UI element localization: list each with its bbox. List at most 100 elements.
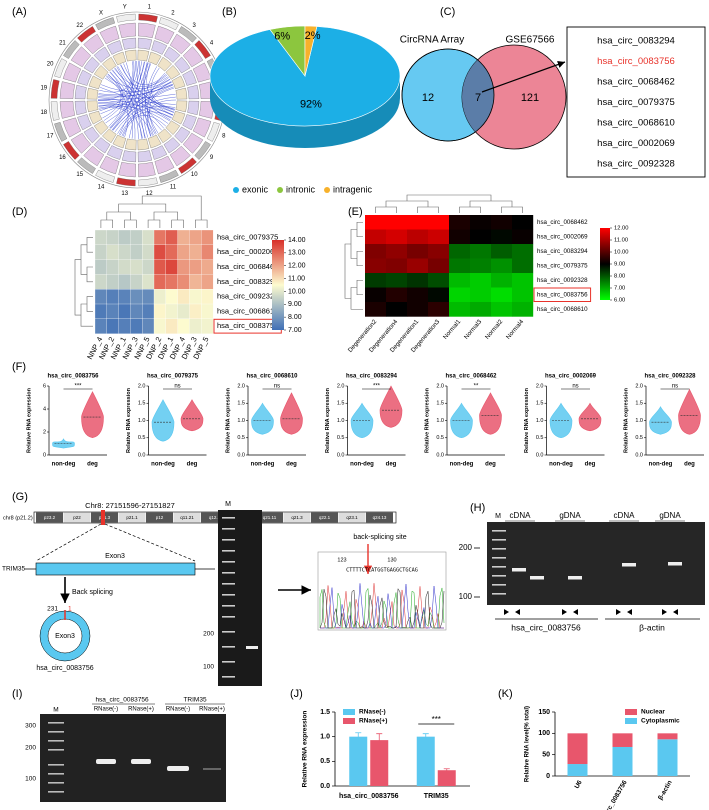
- circos-link: [111, 70, 174, 113]
- panel-label: (F): [12, 361, 26, 373]
- circos-segment: [157, 57, 172, 72]
- circos-link: [98, 84, 173, 97]
- circos-segment: [137, 37, 153, 50]
- circrna-label: hsa_circ_0083756: [36, 665, 93, 672]
- circos-segment: [95, 169, 115, 183]
- lane-label: RNase(-): [166, 707, 190, 713]
- legend-swatch: [625, 709, 637, 715]
- circos-segment: [174, 56, 191, 74]
- colorbar-label: 11.00: [614, 238, 628, 244]
- heatmap-cell: [106, 303, 119, 320]
- heatmap-cell: [201, 318, 214, 334]
- circos-link: [105, 81, 172, 124]
- circos-segment: [106, 145, 123, 160]
- y-tick-label: 2.0: [436, 383, 444, 389]
- heatmap-cell: [118, 289, 131, 305]
- x-tick-label: non-deg: [151, 462, 175, 468]
- heatmap-cell: [449, 302, 471, 317]
- heatmap-cell: [94, 259, 108, 275]
- heatmap-cell: [142, 244, 155, 260]
- bar: [437, 770, 456, 786]
- dendrogram: [501, 206, 523, 213]
- heatmap-cell: [130, 303, 143, 320]
- circos-link: [112, 84, 174, 131]
- y-axis-label: Relative RNA expression: [325, 387, 331, 453]
- marker-label: 100: [459, 592, 473, 601]
- colorbar-label: 6.00: [614, 298, 625, 304]
- panel-label: (I): [12, 688, 22, 700]
- heatmap-cell: [512, 302, 534, 317]
- dendrogram: [459, 206, 481, 213]
- heatmap-cell: [470, 273, 492, 288]
- primer-icon: [504, 609, 520, 615]
- circos-segment: [62, 117, 82, 138]
- circos-segment: [121, 37, 137, 50]
- ladder-band: [492, 548, 506, 550]
- panel-label: (A): [12, 6, 27, 18]
- lane-label: M: [225, 501, 231, 508]
- heatmap-cell: [106, 274, 119, 290]
- colorbar-label: 14.00: [288, 237, 306, 244]
- heatmap-cell: [94, 229, 108, 246]
- lane-label: M: [495, 513, 501, 520]
- circos-segment: [154, 155, 175, 175]
- circos-segment: [187, 84, 200, 100]
- ladder-band: [222, 539, 235, 541]
- heatmap-cell: [428, 273, 450, 288]
- heatmap-cell: [449, 244, 471, 259]
- heatmap-cell: [177, 318, 190, 334]
- circos-link: [102, 74, 122, 119]
- heatmap-cell: [428, 244, 450, 259]
- circos-link: [107, 73, 136, 139]
- gel-band: [131, 759, 151, 764]
- ladder-band: [492, 575, 506, 577]
- significance: ns: [274, 384, 280, 390]
- y-tick-label: 1.5: [337, 401, 345, 407]
- heatmap-cell: [189, 303, 202, 320]
- ideogram-band: [283, 512, 311, 523]
- chromosome-label: 22: [76, 23, 83, 29]
- heatmap-cell: [491, 302, 513, 317]
- row-label: hsa_circ_0068462: [217, 262, 278, 271]
- error-bar: [376, 733, 383, 747]
- circos-segment: [86, 87, 99, 100]
- y-tick-label: 0.0: [237, 452, 245, 458]
- heatmap-cell: [189, 318, 202, 334]
- violin-title: hsa_circ_0083294: [346, 374, 398, 380]
- legend-label: intronic: [286, 184, 316, 194]
- heatmap-cell: [201, 229, 214, 246]
- ladder-band: [222, 631, 235, 633]
- heatmap-cell: [94, 274, 108, 290]
- ideogram-band: [366, 512, 393, 523]
- heatmap-cell: [165, 318, 178, 334]
- x-tick-label: U6: [574, 779, 584, 790]
- circos-segment: [74, 84, 87, 100]
- circos-segment: [138, 22, 156, 39]
- circos-segment: [171, 110, 186, 125]
- x-tick-label: deg: [386, 462, 397, 468]
- row-label: hsa_circ_0068610: [537, 306, 588, 313]
- y-tick-label: 6: [43, 383, 46, 389]
- junction-label: 1: [68, 606, 72, 613]
- circos-segment: [138, 13, 158, 23]
- chromosome-label: X: [99, 11, 103, 17]
- step-label: Back splicing: [72, 589, 113, 596]
- gel-band: [622, 563, 636, 567]
- circos-segment: [83, 145, 105, 167]
- highlight-box: [533, 287, 592, 302]
- circos-segment: [192, 117, 212, 138]
- ladder-band: [48, 773, 64, 775]
- trace: [320, 583, 444, 629]
- legend-label: Cytoplasmic: [641, 718, 680, 725]
- panel-label: (E): [348, 206, 363, 218]
- circos-segment: [86, 100, 99, 113]
- x-tick-label: non-deg: [52, 462, 76, 468]
- primer-icon: [616, 609, 632, 615]
- y-axis-label: Relative RNA expression: [524, 387, 530, 453]
- ladder-band: [48, 782, 64, 784]
- heatmap-cell: [386, 302, 408, 317]
- heatmap-cell: [491, 229, 513, 245]
- group-label: hsa_circ_0083756: [95, 697, 149, 704]
- dendrogram: [74, 259, 81, 316]
- ladder-band: [222, 605, 235, 607]
